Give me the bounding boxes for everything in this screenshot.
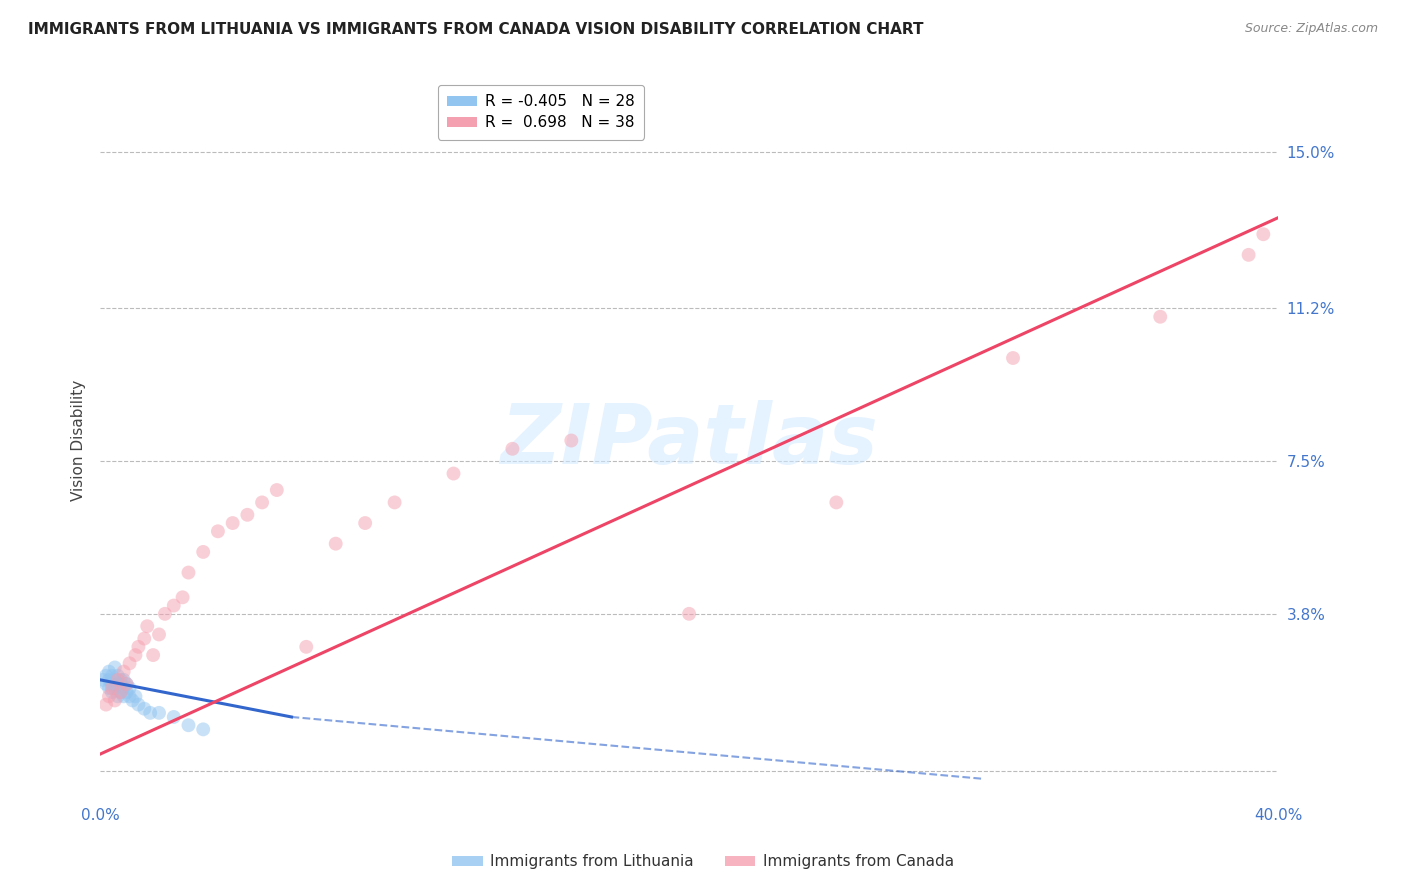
Point [1001, 351, 1024, 365]
Point [1237, 248, 1260, 262]
Point [94, 669, 117, 683]
Point [177, 566, 200, 580]
Point [193, 545, 215, 559]
Point [139, 706, 162, 720]
Point [97, 681, 120, 695]
Text: ZIPatlas: ZIPatlas [501, 400, 877, 481]
Point [101, 685, 124, 699]
Point [443, 467, 465, 481]
Point [163, 710, 186, 724]
Point [97, 690, 120, 704]
Legend: Immigrants from Lithuania, Immigrants from Canada: Immigrants from Lithuania, Immigrants fr… [446, 848, 960, 875]
Point [236, 508, 259, 522]
Point [266, 483, 288, 497]
Point [115, 685, 138, 699]
Point [107, 677, 129, 691]
Point [124, 648, 146, 662]
Point [104, 673, 127, 687]
Point [97, 673, 120, 687]
Text: IMMIGRANTS FROM LITHUANIA VS IMMIGRANTS FROM CANADA VISION DISABILITY CORRELATIO: IMMIGRANTS FROM LITHUANIA VS IMMIGRANTS … [28, 22, 924, 37]
Point [136, 619, 159, 633]
Y-axis label: Vision Disability: Vision Disability [72, 380, 86, 501]
Point [112, 665, 135, 679]
Point [560, 434, 582, 448]
Point [177, 718, 200, 732]
Point [107, 673, 129, 687]
Point [97, 665, 120, 679]
Point [101, 677, 124, 691]
Point [104, 660, 127, 674]
Point [148, 627, 170, 641]
Point [127, 698, 149, 712]
Point [250, 495, 273, 509]
Point [825, 495, 848, 509]
Point [107, 669, 129, 683]
Point [134, 702, 156, 716]
Point [207, 524, 229, 539]
Text: Source: ZipAtlas.com: Source: ZipAtlas.com [1244, 22, 1378, 36]
Point [94, 698, 117, 712]
Point [1149, 310, 1171, 324]
Point [110, 673, 132, 687]
Point [172, 591, 194, 605]
Point [153, 607, 176, 621]
Point [118, 681, 141, 695]
Point [163, 599, 186, 613]
Point [127, 640, 149, 654]
Point [678, 607, 700, 621]
Point [384, 495, 406, 509]
Point [115, 677, 138, 691]
Point [193, 723, 215, 737]
Point [110, 677, 132, 691]
Point [148, 706, 170, 720]
Point [115, 677, 138, 691]
Point [1253, 227, 1275, 242]
Point [94, 677, 117, 691]
Point [501, 442, 523, 456]
Point [121, 693, 143, 707]
Point [112, 681, 135, 695]
Point [142, 648, 165, 662]
Point [118, 690, 141, 704]
Point [221, 516, 243, 530]
Point [112, 690, 135, 704]
Point [112, 673, 135, 687]
Point [91, 673, 114, 687]
Point [104, 681, 127, 695]
Point [101, 669, 124, 683]
Point [107, 690, 129, 704]
Point [124, 690, 146, 704]
Point [110, 685, 132, 699]
Point [354, 516, 377, 530]
Point [118, 657, 141, 671]
Point [134, 632, 156, 646]
Point [104, 693, 127, 707]
Point [110, 685, 132, 699]
Point [325, 537, 347, 551]
Point [101, 681, 124, 695]
Point [295, 640, 318, 654]
Legend: R = -0.405   N = 28, R =  0.698   N = 38: R = -0.405 N = 28, R = 0.698 N = 38 [437, 85, 644, 139]
